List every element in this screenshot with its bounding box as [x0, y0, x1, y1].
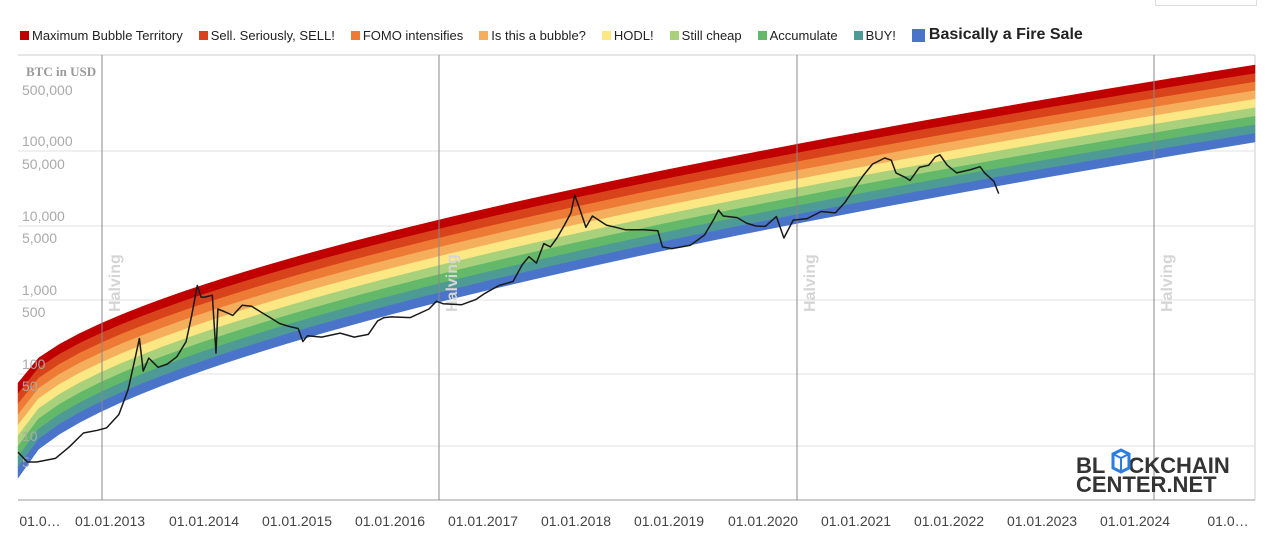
y-tick-label: 10 [22, 428, 38, 444]
halving-label: Halving [107, 254, 124, 312]
x-tick-label: 01.01.2020 [728, 513, 798, 529]
x-tick-label: 01.01.2018 [541, 513, 611, 529]
y-tick-label: 5 [22, 454, 30, 470]
legend-item[interactable]: Basically a Fire Sale [911, 26, 1083, 44]
y-tick-label: 100 [22, 356, 46, 372]
legend-item[interactable]: Maximum Bubble Territory [20, 28, 183, 43]
legend-swatch [479, 30, 489, 40]
halving-label: Halving [444, 254, 461, 312]
x-axis-ticks: 01.0… 01.01.2013 01.01.2014 01.01.2015 01.01… [19, 513, 1248, 529]
x-tick-label: 01.01.2017 [448, 513, 518, 529]
toolbar-corner [1155, 0, 1257, 6]
y-tick-label: 1,000 [22, 282, 57, 298]
halving-label: Halving [1159, 254, 1176, 312]
legend-swatch [911, 28, 925, 42]
watermark-logo: BL CKCHAIN CENTER.NET [1076, 448, 1230, 497]
legend-swatch [198, 30, 208, 40]
legend-label: BUY! [865, 27, 896, 43]
x-tick-label: 01.01.2014 [169, 513, 239, 529]
y-tick-label: 500 [22, 304, 46, 320]
legend-label: Accumulate [769, 27, 838, 43]
x-tick-label: 01.01.2019 [634, 513, 704, 529]
legend-label: FOMO intensifies [362, 27, 464, 43]
x-tick-label: 01.01.2024 [1100, 513, 1170, 529]
legend-label: Maximum Bubble Territory [32, 27, 183, 43]
y-tick-label: 50,000 [22, 156, 65, 172]
y-tick-label: 100,000 [22, 133, 73, 149]
legend-swatch [20, 30, 29, 40]
legend-label: Basically a Fire Sale [928, 26, 1083, 43]
svg-text:CENTER.NET: CENTER.NET [1076, 472, 1217, 497]
x-tick-label: 01.01.2023 [1007, 513, 1077, 529]
legend-label: Sell. Seriously, SELL! [210, 27, 335, 43]
legend-item[interactable]: Is this a bubble? [479, 28, 586, 43]
legend-swatch [669, 30, 679, 40]
legend-swatch [350, 30, 360, 40]
legend-item[interactable]: Still cheap [669, 27, 742, 43]
y-axis-title: BTC in USD [26, 64, 96, 79]
legend-item[interactable]: Accumulate [757, 27, 838, 43]
rainbow-bands [17, 64, 1256, 479]
legend-item[interactable]: Sell. Seriously, SELL! [198, 27, 335, 43]
x-tick-label: 01.01.2013 [75, 513, 145, 529]
halving-lines: Halving Halving Halving Halving [101, 55, 1176, 500]
x-tick-label: 01.0… [1207, 513, 1248, 529]
x-tick-label: 01.01.2016 [355, 513, 425, 529]
y-axis-ticks: 500,000 100,000 50,000 10,000 5,000 1,000 500 1… [22, 82, 73, 470]
y-tick-label: 5,000 [22, 230, 57, 246]
legend-label: Is this a bubble? [491, 27, 586, 43]
legend: Maximum Bubble Territory Sell. Seriously,… [20, 22, 1099, 48]
band-basically-a-fire-sale [17, 133, 1256, 479]
price-series [17, 154, 1000, 463]
legend-label: Still cheap [681, 27, 742, 43]
price-line [17, 154, 1000, 463]
y-tick-label: 10,000 [22, 208, 65, 224]
legend-label: HODL! [613, 27, 654, 43]
legend-swatch [601, 30, 611, 40]
legend-swatch [853, 30, 863, 40]
y-tick-label: 500,000 [22, 82, 73, 98]
y-tick-label: 50 [22, 378, 38, 394]
x-tick-label: 01.01.2021 [821, 513, 891, 529]
x-tick-label: 01.01.2015 [262, 513, 332, 529]
x-tick-label: 01.0… [19, 513, 60, 529]
logo-cube-icon [1111, 448, 1131, 474]
legend-item[interactable]: BUY! [853, 27, 896, 43]
halving-label: Halving [802, 254, 819, 312]
legend-item[interactable]: HODL! [601, 27, 654, 43]
x-tick-label: 01.01.2022 [914, 513, 984, 529]
legend-item[interactable]: FOMO intensifies [350, 27, 464, 43]
legend-swatch [757, 30, 767, 40]
